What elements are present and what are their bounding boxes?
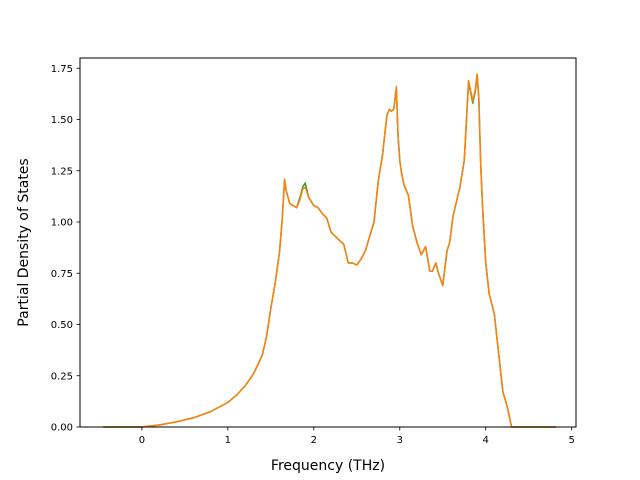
series-layer (103, 73, 557, 428)
y-axis-label: Partial Density of States (16, 158, 32, 326)
series-line-2 (103, 73, 557, 428)
y-axis: 0.00 0.25 0.50 0.75 1.00 1.25 1.50 1.75 (51, 64, 80, 434)
x-tick-label: 2 (311, 435, 317, 446)
y-tick-label: 0.00 (51, 423, 73, 434)
y-tick-label: 1.75 (51, 64, 73, 75)
y-tick-label: 1.25 (51, 166, 73, 177)
y-tick-label: 0.25 (51, 371, 73, 382)
x-tick-label: 4 (483, 435, 489, 446)
x-tick-label: 5 (569, 435, 575, 446)
plot-frame (79, 57, 577, 428)
y-tick-label: 0.75 (51, 269, 73, 280)
y-tick-label: 1.50 (51, 115, 73, 126)
y-tick-label: 0.50 (51, 320, 73, 331)
x-tick-label: 1 (225, 435, 231, 446)
x-axis: 0 1 2 3 4 5 (139, 427, 575, 446)
x-axis-label: Frequency (THz) (271, 458, 385, 474)
x-tick-label: 0 (139, 435, 145, 446)
y-tick-label: 1.00 (51, 218, 73, 229)
x-tick-label: 3 (397, 435, 403, 446)
